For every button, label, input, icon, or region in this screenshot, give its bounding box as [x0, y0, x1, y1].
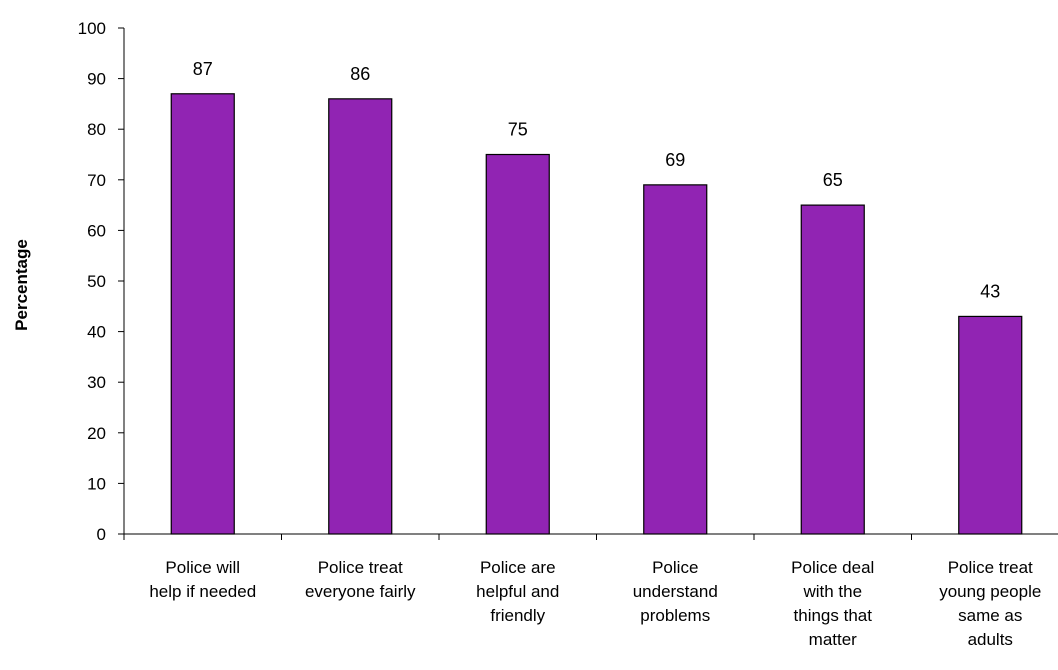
y-tick-label: 80 — [87, 120, 106, 139]
x-category-label: Police understand problems — [633, 558, 718, 625]
y-tick-label: 30 — [87, 373, 106, 392]
y-tick-label: 40 — [87, 323, 106, 342]
x-category-label-line: adults — [968, 630, 1013, 649]
x-category-label-line: young people — [939, 582, 1041, 601]
y-tick-label: 10 — [87, 474, 106, 493]
x-category-label-line: problems — [640, 606, 710, 625]
bar — [800, 204, 865, 535]
x-category-label: Police are helpful and friendly — [476, 558, 559, 625]
x-category-label-line: everyone fairly — [305, 582, 416, 601]
y-tick-label: 90 — [87, 70, 106, 89]
y-tick-label: 20 — [87, 424, 106, 443]
data-label: 43 — [980, 281, 1000, 301]
data-label: 75 — [508, 120, 528, 140]
data-label: 87 — [193, 59, 213, 79]
y-tick-label: 100 — [78, 19, 106, 38]
x-category-label-line: helpful and — [476, 582, 559, 601]
x-category-label-line: Police treat — [318, 558, 403, 577]
x-category-label-line: Police will — [165, 558, 240, 577]
y-tick-label: 70 — [87, 171, 106, 190]
y-axis-title: Percentage — [12, 239, 31, 331]
y-tick-label: 50 — [87, 272, 106, 291]
bar — [328, 98, 393, 535]
x-category-label-line: help if needed — [149, 582, 256, 601]
bar — [485, 153, 550, 535]
data-label: 65 — [823, 170, 843, 190]
x-category-label-line: understand — [633, 582, 718, 601]
x-category-label-line: with the — [802, 582, 862, 601]
x-category-label: Police treat everyone fairly — [305, 558, 416, 601]
y-tick-label: 0 — [97, 525, 106, 544]
x-category-label-line: things that — [794, 606, 873, 625]
x-category-label: Police deal with the things that matter — [791, 558, 874, 649]
x-category-label-line: same as — [958, 606, 1022, 625]
x-category-label-line: Police treat — [948, 558, 1033, 577]
bar — [643, 184, 708, 535]
data-label: 69 — [665, 150, 685, 170]
x-category-label: Police treat young people same as adults — [939, 558, 1041, 649]
x-category-label: Police will help if needed — [149, 558, 256, 601]
data-labels-group: 87 86 75 69 65 43 — [193, 59, 1001, 302]
x-category-label-line: Police are — [480, 558, 556, 577]
x-category-label-line: friendly — [490, 606, 545, 625]
y-axis-ticks: 0 10 20 30 40 50 60 70 80 90 100 — [78, 19, 124, 544]
x-category-label-line: matter — [809, 630, 858, 649]
x-axis-ticks — [123, 534, 912, 540]
bar — [958, 315, 1023, 535]
category-labels-group: Police will help if needed Police treat eve… — [149, 558, 1041, 649]
bar — [170, 93, 235, 535]
bars-group — [170, 93, 1023, 535]
data-label: 86 — [350, 64, 370, 84]
x-category-label-line: Police — [652, 558, 698, 577]
y-tick-label: 60 — [87, 221, 106, 240]
x-category-label-line: Police deal — [791, 558, 874, 577]
